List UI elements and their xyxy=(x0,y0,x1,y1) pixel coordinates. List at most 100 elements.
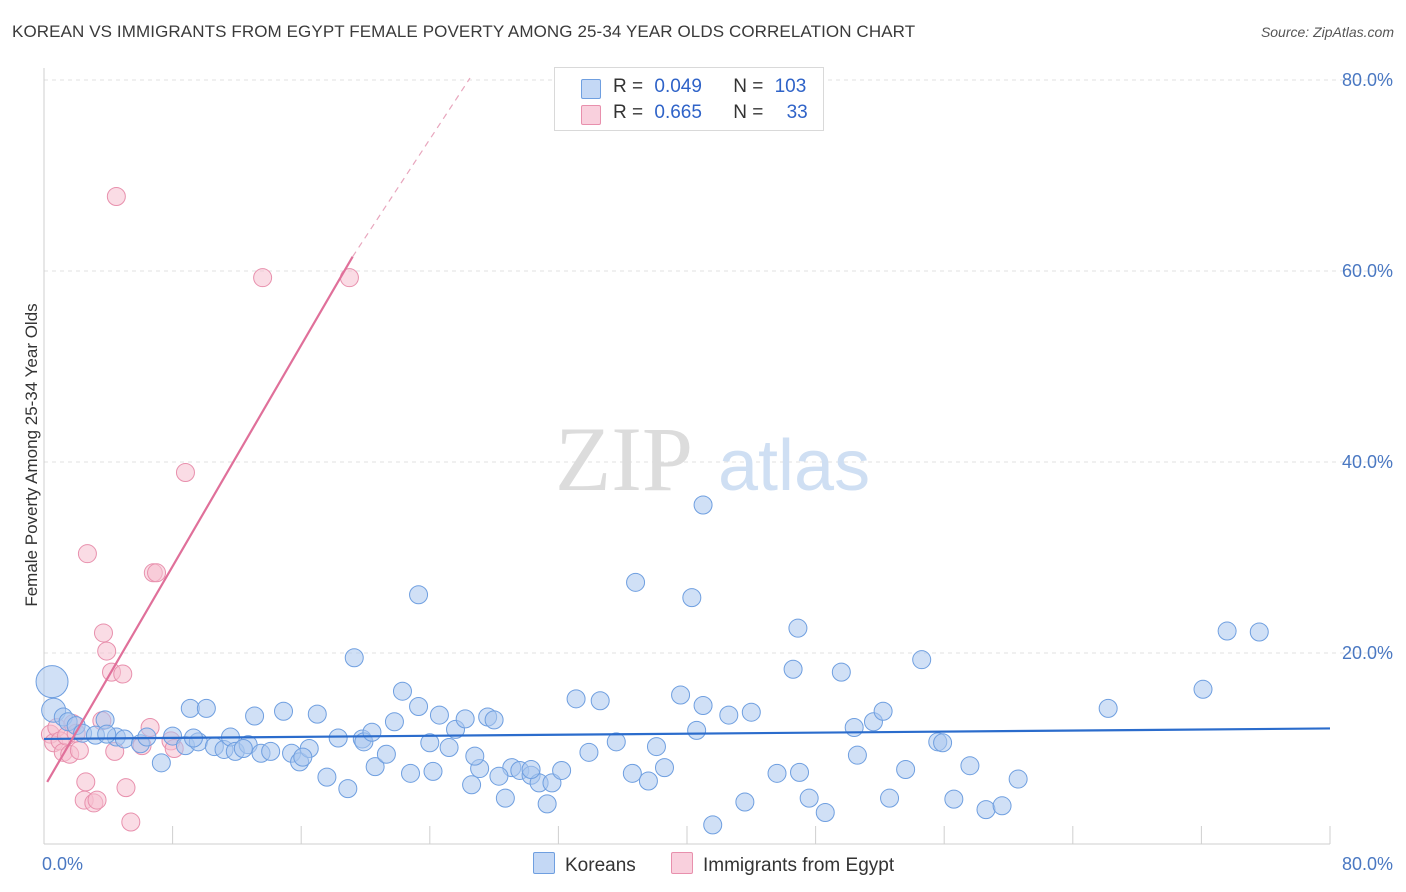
egypt-point xyxy=(113,664,133,684)
korean-point xyxy=(788,618,808,638)
korean-point xyxy=(638,771,658,791)
korean-point xyxy=(1008,769,1028,789)
korean-point xyxy=(392,681,412,701)
bottom-legend-egypt: Immigrants from Egypt xyxy=(671,852,894,877)
chart-title: KOREAN VS IMMIGRANTS FROM EGYPT FEMALE P… xyxy=(12,22,916,41)
korean-point xyxy=(409,585,429,605)
korean-point xyxy=(455,709,475,729)
korean-point xyxy=(495,788,515,808)
korean-point xyxy=(719,705,739,725)
korean-point xyxy=(233,739,253,758)
korean-point xyxy=(880,788,900,808)
korean-point xyxy=(344,648,364,668)
korean-point xyxy=(844,717,864,737)
legend-r-value-koreans: 0.049 xyxy=(654,76,702,97)
legend-n-value-egypt: 33 xyxy=(786,102,808,123)
korean-point xyxy=(735,792,755,812)
korean-point xyxy=(274,701,294,721)
y-axis-label: Female Poverty Among 25-34 Year Olds xyxy=(22,303,41,606)
egypt-point xyxy=(76,772,96,792)
korean-point xyxy=(873,701,893,721)
korean-point xyxy=(741,702,761,722)
egypt-point xyxy=(106,187,126,207)
korean-point xyxy=(1249,622,1269,642)
korean-point xyxy=(261,741,281,761)
y-tick-label: 60.0% xyxy=(1342,261,1393,281)
korean-point xyxy=(1217,621,1237,641)
watermark: ZIP atlas xyxy=(555,408,870,510)
correlation-legend: R = 0.049 N = 103 R = 0.665 N = 33 xyxy=(554,67,824,131)
korean-point xyxy=(429,705,449,725)
korean-point xyxy=(646,737,666,757)
legend-n-value-koreans: 103 xyxy=(774,76,807,97)
korean-point xyxy=(767,763,787,783)
watermark-zip: ZIP xyxy=(555,408,693,510)
korean-point xyxy=(831,662,851,682)
watermark-atlas: atlas xyxy=(718,426,870,506)
egypt-point xyxy=(69,740,89,760)
korean-point xyxy=(484,710,504,730)
korean-point xyxy=(376,744,396,764)
korean-point xyxy=(439,738,459,758)
korean-point xyxy=(151,753,171,773)
korean-point xyxy=(97,724,117,744)
korean-point xyxy=(163,726,183,746)
korean-trend-line xyxy=(43,727,1331,741)
korean-point xyxy=(944,789,964,809)
korean-point xyxy=(799,788,819,808)
korean-point xyxy=(362,722,382,742)
korean-points xyxy=(35,495,1269,835)
egypt-point xyxy=(175,463,195,483)
egypt-point xyxy=(87,790,107,810)
korean-point xyxy=(815,802,835,822)
korean-point xyxy=(196,698,216,718)
korean-point xyxy=(462,775,482,795)
korean-point xyxy=(566,689,586,709)
legend-r-label: R = xyxy=(613,76,644,97)
korean-point xyxy=(465,746,485,766)
korean-point xyxy=(420,733,440,753)
korean-point xyxy=(579,742,599,762)
korean-point xyxy=(790,762,810,782)
egypt-trend-line xyxy=(46,256,354,783)
korean-point xyxy=(687,720,707,740)
chart-source: Source: ZipAtlas.com xyxy=(1260,24,1394,40)
korean-point xyxy=(847,745,867,765)
korean-point xyxy=(912,650,932,670)
korean-point xyxy=(671,685,691,705)
egypt-point xyxy=(253,268,273,288)
korean-point xyxy=(328,728,348,748)
korean-point xyxy=(409,696,429,716)
korean-point xyxy=(489,766,509,786)
egypt-point xyxy=(121,812,141,832)
korean-point xyxy=(180,698,200,718)
korean-point xyxy=(293,747,313,767)
egypt-trend-extension xyxy=(352,77,471,258)
gridlines xyxy=(44,79,1392,654)
legend-n-label: N = xyxy=(733,102,764,123)
korean-point xyxy=(682,588,702,608)
korean-point xyxy=(590,691,610,711)
legend-swatch-egypt xyxy=(581,105,601,125)
legend-r-label: R = xyxy=(613,102,644,123)
y-tick-label: 80.0% xyxy=(1342,70,1393,90)
x-tick-label-max: 80.0% xyxy=(1342,854,1393,874)
trend-lines xyxy=(43,77,1331,783)
korean-point xyxy=(626,572,646,592)
korean-point xyxy=(307,704,327,724)
korean-point xyxy=(654,758,674,778)
korean-point xyxy=(693,696,713,716)
legend-r-value-egypt: 0.665 xyxy=(654,102,702,123)
y-tick-labels: 20.0% 40.0% 60.0% 80.0% xyxy=(1342,70,1393,663)
x-tick-labels: 0.0% 80.0% xyxy=(42,854,1393,874)
korean-point xyxy=(992,796,1012,816)
bottom-legend-label-koreans: Koreans xyxy=(565,855,636,876)
korean-point xyxy=(401,763,421,783)
bottom-legend-label-egypt: Immigrants from Egypt xyxy=(703,855,895,876)
korean-point xyxy=(896,760,916,780)
bottom-legend-swatch-egypt xyxy=(671,852,693,874)
korean-point xyxy=(1193,679,1213,699)
bottom-legend-koreans: Koreans xyxy=(533,852,636,877)
egypt-point xyxy=(93,623,113,643)
